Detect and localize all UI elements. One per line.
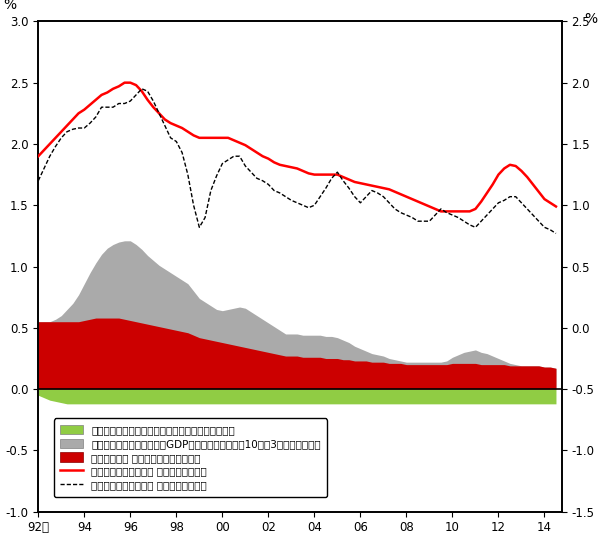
Legend: 投賄家のリスク回避度（エクイティ・プレミアム）, 経済成長・物価要因（名目GDP移動平均トレンドの10年－3年スプレッド）, 裁定投賄家の 保有国債の平均残存期: 投賄家のリスク回避度（エクイティ・プレミアム）, 経済成長・物価要因（名目GDP… <box>54 418 328 497</box>
Y-axis label: %: % <box>584 11 597 25</box>
Y-axis label: %: % <box>3 0 16 11</box>
